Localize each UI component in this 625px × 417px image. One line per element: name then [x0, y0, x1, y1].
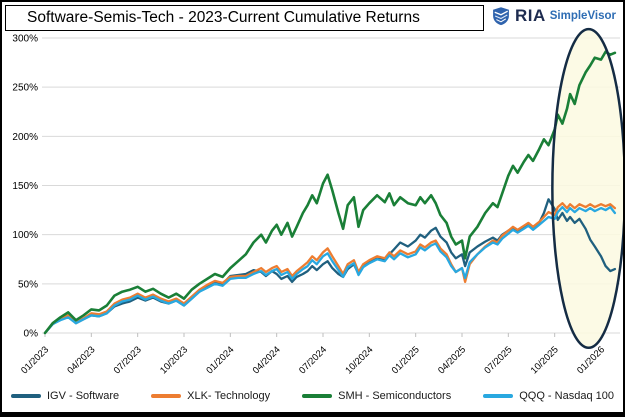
x-tick-label: 10/2025 [529, 344, 561, 376]
x-tick-label: 01/2024 [204, 344, 236, 376]
y-tick-label: 200% [12, 132, 38, 143]
x-tick-label: 01/2026 [575, 344, 607, 376]
legend-item-igv: IGV - Software [11, 390, 119, 402]
x-tick-label: 01/2025 [390, 344, 422, 376]
legend-label-xlk: XLK- Technology [187, 390, 271, 402]
x-tick-label: 04/2025 [436, 344, 468, 376]
legend-item-qqq: QQQ - Nasdaq 100 [483, 390, 614, 402]
y-tick-label: 50% [18, 279, 38, 290]
x-tick-label: 04/2024 [251, 344, 283, 376]
series-line-igv [43, 198, 617, 335]
x-tick-label: 01/2023 [19, 344, 51, 376]
legend-item-xlk: XLK- Technology [151, 390, 270, 402]
y-tick-label: 250% [12, 83, 38, 94]
legend-swatch-xlk [151, 394, 182, 398]
x-tick-label: 07/2024 [297, 344, 329, 376]
legend-label-qqq: QQQ - Nasdaq 100 [519, 390, 614, 402]
series-line-qqq [43, 205, 617, 335]
x-tick-label: 10/2024 [343, 344, 375, 376]
x-tick-label: 04/2023 [65, 344, 97, 376]
y-tick-label: 300% [12, 34, 38, 45]
legend-label-smh: SMH - Semiconductors [338, 390, 452, 402]
chart-title: Software-Semis-Tech - 2023-Current Cumul… [27, 9, 420, 26]
legend-item-smh: SMH - Semiconductors [302, 390, 451, 402]
series-line-smh [43, 50, 617, 335]
highlight-ellipse-fill [552, 29, 623, 348]
chart-title-box: Software-Semis-Tech - 2023-Current Cumul… [5, 5, 484, 31]
legend-swatch-smh [302, 394, 333, 398]
legend-label-igv: IGV - Software [47, 390, 120, 402]
y-tick-label: 0% [24, 329, 39, 340]
brand-product: SimpleVisor [549, 10, 616, 22]
y-tick-label: 100% [12, 230, 38, 241]
highlight-ellipse-outline [551, 27, 623, 349]
x-tick-label: 07/2025 [482, 344, 514, 376]
legend-swatch-igv [11, 394, 41, 398]
brand-logo: RIA SimpleVisor [491, 6, 616, 26]
brand-name: RIA [514, 6, 546, 25]
y-tick-label: 150% [12, 181, 38, 192]
x-tick-label: 10/2023 [158, 344, 190, 376]
series-line-xlk [43, 202, 617, 335]
x-tick-label: 07/2023 [112, 344, 144, 376]
legend-swatch-qqq [483, 394, 514, 398]
ria-shield-icon [493, 7, 509, 26]
chart-legend: IGV - Software XLK- Technology SMH - Semic… [2, 390, 623, 402]
